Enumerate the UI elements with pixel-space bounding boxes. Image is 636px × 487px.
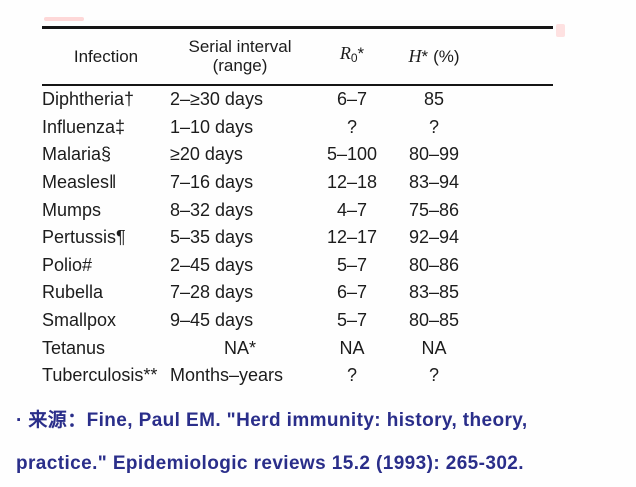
table-row: Smallpox 9–45 days 5–7 80–85 — [42, 307, 553, 335]
cell-h: 80–86 — [408, 254, 460, 275]
h-asterisk: * — [421, 46, 429, 66]
serial-header-line1: Serial interval — [188, 37, 292, 56]
cell-spacer — [474, 362, 553, 390]
cell-r0: 12–17 — [326, 227, 378, 248]
cell-infection: Polio# — [42, 254, 93, 275]
cell-spacer — [474, 224, 553, 252]
table-row: Tetanus NA* NA NA — [42, 334, 553, 362]
r0-symbol: R — [339, 43, 351, 63]
h-symbol: H — [408, 45, 422, 66]
citation-line-1: · 来源：Fine, Paul EM. "Herd immunity: hist… — [16, 410, 528, 431]
cell-infection: Tuberculosis** — [42, 365, 158, 386]
cell-infection: Diphtheria† — [42, 89, 135, 110]
cell-r0: 4–7 — [336, 199, 368, 220]
cell-h: 80–99 — [408, 144, 460, 165]
cell-infection: Pertussis¶ — [42, 227, 126, 248]
cell-infection: Measles‖ — [42, 172, 117, 193]
cell-serial-interval: 7–28 days — [170, 282, 254, 303]
r0-asterisk: * — [357, 44, 365, 63]
cell-serial-interval: 1–10 days — [170, 116, 254, 137]
col-header-r0: R0* — [310, 27, 394, 86]
cell-serial-interval: 8–32 days — [170, 199, 254, 220]
table-row: Rubella 7–28 days 6–7 83–85 — [42, 279, 553, 307]
cell-serial-interval: ≥20 days — [170, 144, 243, 165]
citation: · 来源：Fine, Paul EM. "Herd immunity: hist… — [16, 399, 628, 485]
cell-r0: 6–7 — [336, 89, 368, 110]
cell-h: NA — [421, 337, 447, 358]
table-row: Malaria§ ≥20 days 5–100 80–99 — [42, 141, 553, 169]
table-row: Polio# 2–45 days 5–7 80–86 — [42, 252, 553, 280]
cell-h: ? — [428, 116, 439, 137]
watermark-artifact — [44, 17, 84, 21]
cell-r0: 5–100 — [326, 144, 378, 165]
cell-spacer — [474, 334, 553, 362]
cell-h: 80–85 — [408, 310, 460, 331]
table-row: Pertussis¶ 5–35 days 12–17 92–94 — [42, 224, 553, 252]
cell-infection: Rubella — [42, 282, 104, 303]
cell-serial-interval: NA* — [223, 337, 256, 358]
watermark-artifact — [556, 24, 565, 37]
serial-header-line2: (range) — [212, 56, 268, 75]
cell-serial-interval: Months–years — [170, 365, 284, 386]
col-header-infection: Infection — [42, 27, 170, 86]
cell-spacer — [474, 252, 553, 280]
cell-r0: 12–18 — [326, 172, 378, 193]
citation-line-2: practice." Epidemiologic reviews 15.2 (1… — [16, 453, 524, 474]
cell-r0: 6–7 — [336, 282, 368, 303]
table-row: Measles‖ 7–16 days 12–18 83–94 — [42, 169, 553, 197]
cell-infection: Malaria§ — [42, 144, 112, 165]
cell-serial-interval: 2–≥30 days — [170, 89, 263, 110]
cell-serial-interval: 5–35 days — [170, 227, 254, 248]
cell-h: 83–94 — [408, 172, 460, 193]
infection-table: Infection Serial interval (range) R0* H*… — [42, 26, 553, 390]
cell-spacer — [474, 114, 553, 142]
cell-serial-interval: 2–45 days — [170, 254, 254, 275]
cell-serial-interval: 9–45 days — [170, 310, 254, 331]
cell-spacer — [474, 141, 553, 169]
header-spacer — [474, 27, 553, 86]
cell-infection: Tetanus — [42, 337, 106, 358]
table-row: Mumps 8–32 days 4–7 75–86 — [42, 196, 553, 224]
table-header-row: Infection Serial interval (range) R0* H*… — [42, 27, 553, 86]
cell-serial-interval: 7–16 days — [170, 172, 254, 193]
cell-spacer — [474, 169, 553, 197]
cell-h: 92–94 — [408, 227, 460, 248]
cell-infection: Smallpox — [42, 310, 117, 331]
cell-infection: Mumps — [42, 199, 102, 220]
cell-spacer — [474, 307, 553, 335]
cell-h: 85 — [423, 89, 445, 110]
table-row: Tuberculosis** Months–years ? ? — [42, 362, 553, 390]
cell-h: ? — [428, 365, 439, 386]
table-row: Influenza‡ 1–10 days ? ? — [42, 114, 553, 142]
cell-r0: 5–7 — [336, 310, 368, 331]
cell-spacer — [474, 279, 553, 307]
col-header-serial-interval: Serial interval (range) — [170, 27, 310, 86]
cell-r0: NA — [339, 337, 365, 358]
cell-spacer — [474, 196, 553, 224]
cell-r0: ? — [346, 116, 357, 137]
table-row: Diphtheria† 2–≥30 days 6–7 85 — [42, 85, 553, 114]
cell-spacer — [474, 85, 553, 114]
cell-r0: 5–7 — [336, 254, 368, 275]
r0-subscript: 0 — [350, 51, 358, 65]
cell-h: 83–85 — [408, 282, 460, 303]
col-header-h: H* (%) — [394, 27, 474, 86]
h-percent-unit: (%) — [433, 46, 460, 66]
cell-r0: ? — [346, 365, 357, 386]
cell-infection: Influenza‡ — [42, 116, 126, 137]
cell-h: 75–86 — [408, 199, 460, 220]
